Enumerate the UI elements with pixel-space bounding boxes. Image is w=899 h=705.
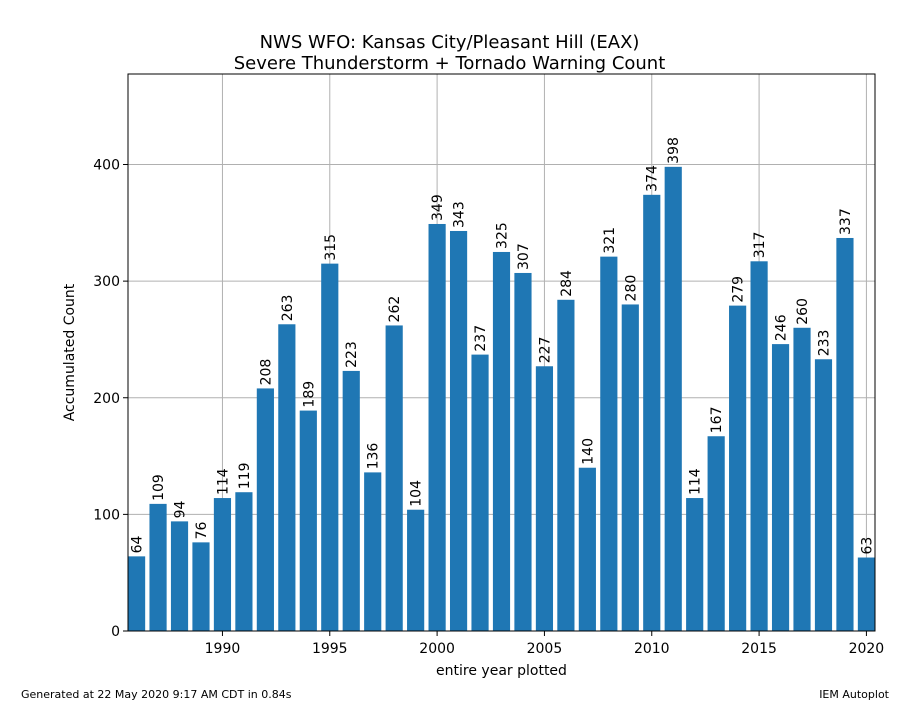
bar-2017 — [793, 327, 811, 631]
bar-value-label-2004: 307 — [516, 243, 532, 270]
bar-1996 — [342, 370, 360, 631]
bar-2007 — [578, 467, 596, 631]
y-tick-label: 0 — [111, 624, 120, 640]
bar-2012 — [686, 498, 704, 631]
bar-value-label-2002: 237 — [473, 325, 489, 352]
bar-2000 — [428, 223, 446, 631]
bar-value-label-1994: 189 — [301, 381, 317, 408]
bar-2014 — [729, 305, 747, 631]
bar-value-label-2013: 167 — [709, 407, 725, 434]
bar-value-label-1998: 262 — [387, 296, 403, 323]
bar-2015 — [750, 261, 768, 631]
bar-value-label-2012: 114 — [688, 468, 704, 495]
bar-value-label-1995: 315 — [323, 234, 339, 261]
bar-2011 — [664, 166, 682, 632]
bar-value-label-1986: 64 — [130, 535, 146, 553]
bar-value-label-1992: 208 — [258, 359, 274, 386]
bar-2006 — [557, 299, 575, 631]
bar-value-label-1999: 104 — [409, 480, 425, 507]
bar-value-label-2010: 374 — [645, 165, 661, 192]
generated-timestamp: Generated at 22 May 2020 9:17 AM CDT in … — [21, 688, 292, 701]
bar-1990 — [213, 498, 232, 631]
y-tick-label: 200 — [93, 391, 120, 407]
bar-value-label-2003: 325 — [495, 222, 511, 249]
bar-value-label-2000: 349 — [430, 194, 446, 221]
bar-1986 — [128, 556, 146, 631]
bar-1998 — [385, 325, 403, 631]
bar-1995 — [321, 263, 339, 631]
bar-2010 — [643, 194, 661, 631]
x-tick-label: 2020 — [849, 641, 885, 657]
bar-value-label-2011: 398 — [666, 137, 682, 164]
bar-value-label-2019: 337 — [838, 208, 854, 235]
bar-value-label-1987: 109 — [151, 474, 167, 501]
bar-value-label-2017: 260 — [795, 298, 811, 325]
bar-value-label-1988: 94 — [173, 500, 189, 518]
bar-2013 — [707, 436, 725, 631]
bar-2008 — [600, 256, 618, 631]
bar-value-label-1996: 223 — [344, 341, 360, 368]
x-tick-label: 2000 — [419, 641, 455, 657]
x-tick-label: 1995 — [312, 641, 348, 657]
bar-1988 — [170, 521, 189, 631]
y-tick-label: 400 — [93, 158, 120, 174]
bar-2002 — [471, 354, 489, 631]
bar-value-label-2020: 63 — [859, 537, 875, 555]
bar-value-label-1993: 263 — [280, 295, 296, 322]
bar-2005 — [535, 366, 554, 631]
bar-1999 — [407, 509, 425, 631]
bar-2018 — [814, 359, 833, 631]
bar-1997 — [364, 472, 382, 631]
bar-1993 — [278, 324, 296, 631]
bar-value-label-1990: 114 — [215, 468, 231, 495]
bar-2009 — [621, 304, 639, 631]
bar-value-label-2001: 343 — [452, 201, 468, 228]
bar-2016 — [771, 344, 790, 631]
chart-title-line-1: NWS WFO: Kansas City/Pleasant Hill (EAX) — [259, 32, 640, 53]
y-axis-label: Accumulated Count — [62, 283, 78, 421]
bar-1994 — [299, 410, 317, 631]
y-tick-label: 300 — [93, 274, 120, 290]
x-tick-label: 2005 — [527, 641, 563, 657]
bar-value-label-1991: 119 — [237, 462, 253, 489]
x-axis-label: entire year plotted — [436, 663, 567, 679]
x-tick-label: 2015 — [741, 641, 777, 657]
bar-value-label-2006: 284 — [559, 270, 575, 297]
bar-1987 — [149, 503, 167, 631]
y-tick-label: 100 — [93, 507, 120, 523]
bar-1989 — [192, 542, 210, 631]
x-tick-label: 1990 — [205, 641, 241, 657]
bar-value-label-1997: 136 — [366, 443, 382, 470]
bar-value-label-2007: 140 — [580, 438, 596, 465]
source-label: IEM Autoplot — [819, 688, 889, 701]
bar-value-label-2008: 321 — [602, 227, 618, 254]
bar-2001 — [449, 230, 468, 631]
bar-value-label-2016: 246 — [774, 314, 790, 341]
bar-value-label-2018: 233 — [816, 330, 832, 357]
bar-2003 — [492, 251, 511, 632]
bar-value-label-1989: 76 — [194, 521, 210, 539]
x-tick-label: 2010 — [634, 641, 670, 657]
bar-1992 — [256, 388, 274, 631]
bar-value-label-2009: 280 — [623, 275, 639, 302]
bar-value-label-2015: 317 — [752, 232, 768, 259]
chart-title-line-2: Severe Thunderstorm + Tornado Warning Co… — [233, 53, 666, 74]
bar-value-label-2014: 279 — [731, 276, 747, 303]
bar-2019 — [836, 237, 854, 631]
plot-frame — [127, 73, 876, 632]
bar-value-label-2005: 227 — [537, 337, 553, 364]
bar-1991 — [235, 492, 253, 631]
bar-2020 — [857, 557, 875, 631]
bar-2004 — [514, 272, 532, 631]
